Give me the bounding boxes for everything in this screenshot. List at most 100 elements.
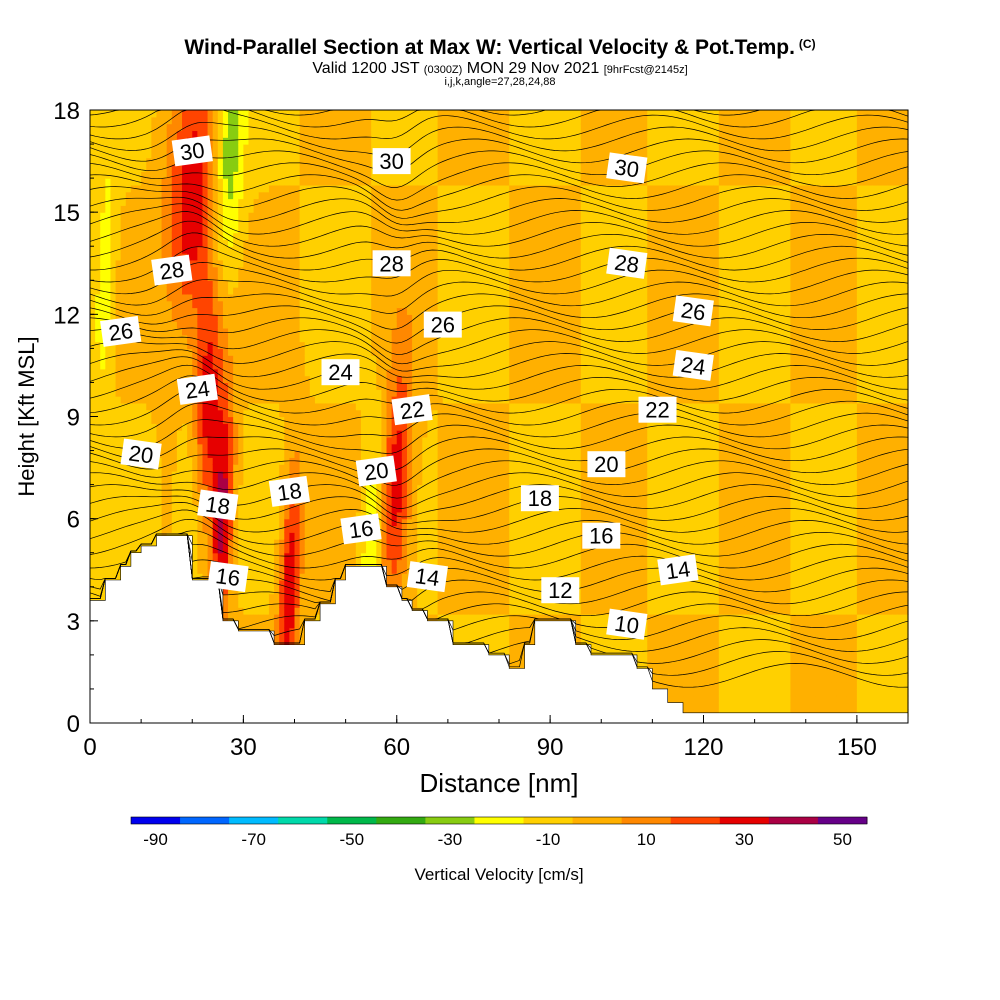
velocity-cell (263, 566, 270, 574)
velocity-cell (442, 300, 449, 309)
velocity-cell (222, 545, 229, 554)
velocity-cell (355, 287, 362, 295)
velocity-cell (222, 450, 229, 458)
velocity-cell (243, 545, 250, 554)
velocity-cell (391, 389, 398, 397)
velocity-cell (355, 137, 362, 145)
velocity-cell (263, 518, 270, 527)
velocity-cell (289, 566, 296, 574)
velocity-cell (166, 205, 173, 213)
velocity-cell (192, 287, 198, 295)
velocity-cell (141, 137, 147, 145)
velocity-cell (366, 409, 372, 418)
velocity-cell (417, 110, 423, 118)
velocity-cell (340, 280, 347, 288)
velocity-cell (422, 171, 429, 179)
velocity-cell (248, 559, 255, 567)
velocity-cell (202, 280, 209, 288)
velocity-cell (289, 396, 296, 404)
velocity-cell (442, 450, 449, 458)
velocity-cell (268, 246, 275, 254)
velocity-cell (289, 287, 296, 295)
velocity-cell (202, 273, 209, 281)
velocity-cell (289, 443, 296, 452)
velocity-cell (345, 280, 352, 288)
velocity-cell (330, 205, 336, 213)
velocity-cell (309, 600, 316, 608)
velocity-cell (381, 184, 388, 193)
velocity-cell (279, 362, 285, 370)
velocity-cell (161, 450, 168, 458)
velocity-cell (207, 443, 214, 452)
velocity-cell (95, 287, 101, 295)
velocity-cell (268, 314, 275, 322)
velocity-cell (355, 382, 362, 390)
velocity-cell (309, 484, 316, 493)
velocity-cell (166, 123, 173, 132)
velocity-cell (386, 341, 393, 349)
velocity-cell (350, 144, 357, 152)
velocity-cell (274, 430, 280, 438)
velocity-cell (442, 171, 449, 179)
velocity-cell (294, 116, 301, 125)
velocity-cell (432, 150, 439, 159)
velocity-cell (412, 334, 418, 343)
velocity-cell (197, 259, 204, 268)
velocity-cell (345, 470, 352, 479)
velocity-cell (207, 198, 214, 206)
velocity-cell (228, 130, 234, 138)
velocity-cell (238, 620, 244, 629)
velocity-cell (274, 300, 280, 309)
velocity-cell (442, 239, 449, 247)
velocity-cell (95, 280, 101, 288)
velocity-cell (120, 184, 127, 193)
velocity-cell (294, 368, 301, 377)
velocity-cell (212, 477, 219, 486)
velocity-cell (289, 116, 296, 125)
velocity-cell (243, 559, 250, 567)
velocity-cell (437, 614, 444, 622)
velocity-cell (268, 307, 275, 315)
velocity-cell (309, 198, 316, 206)
velocity-cell (289, 614, 296, 622)
velocity-cell (212, 116, 219, 125)
velocity-cell (130, 212, 137, 220)
velocity-cell (105, 484, 112, 493)
velocity-cell (355, 389, 362, 397)
chart-indices: i,j,k,angle=27,28,24,88 (444, 76, 556, 88)
velocity-cell (335, 178, 342, 186)
velocity-cell (258, 212, 265, 220)
velocity-cell (161, 198, 168, 206)
velocity-cell (176, 191, 183, 200)
velocity-cell (95, 593, 101, 601)
velocity-cell (381, 532, 388, 540)
velocity-cell (182, 402, 188, 411)
velocity-cell (279, 525, 285, 533)
velocity-cell (381, 314, 388, 322)
velocity-cell (427, 273, 434, 281)
velocity-cell (268, 334, 275, 343)
velocity-cell (417, 362, 423, 370)
velocity-cell (125, 287, 132, 295)
velocity-cell (391, 511, 398, 520)
velocity-cell (355, 150, 362, 159)
velocity-cell (120, 225, 127, 234)
velocity-cell (192, 273, 198, 281)
velocity-cell (355, 164, 362, 172)
velocity-cell (187, 443, 193, 452)
velocity-cell (406, 443, 413, 452)
velocity-cell (274, 416, 280, 424)
velocity-cell (243, 137, 250, 145)
velocity-cell (442, 259, 449, 268)
velocity-cell (442, 232, 449, 241)
velocity-cell (136, 525, 142, 533)
velocity-cell (304, 321, 311, 329)
velocity-cell (284, 327, 290, 336)
velocity-cell (130, 287, 137, 295)
velocity-cell (171, 498, 178, 506)
velocity-cell (120, 525, 127, 533)
velocity-cell (120, 123, 127, 132)
velocity-cell (130, 341, 137, 349)
velocity-cell (258, 620, 265, 629)
velocity-cell (360, 559, 367, 567)
